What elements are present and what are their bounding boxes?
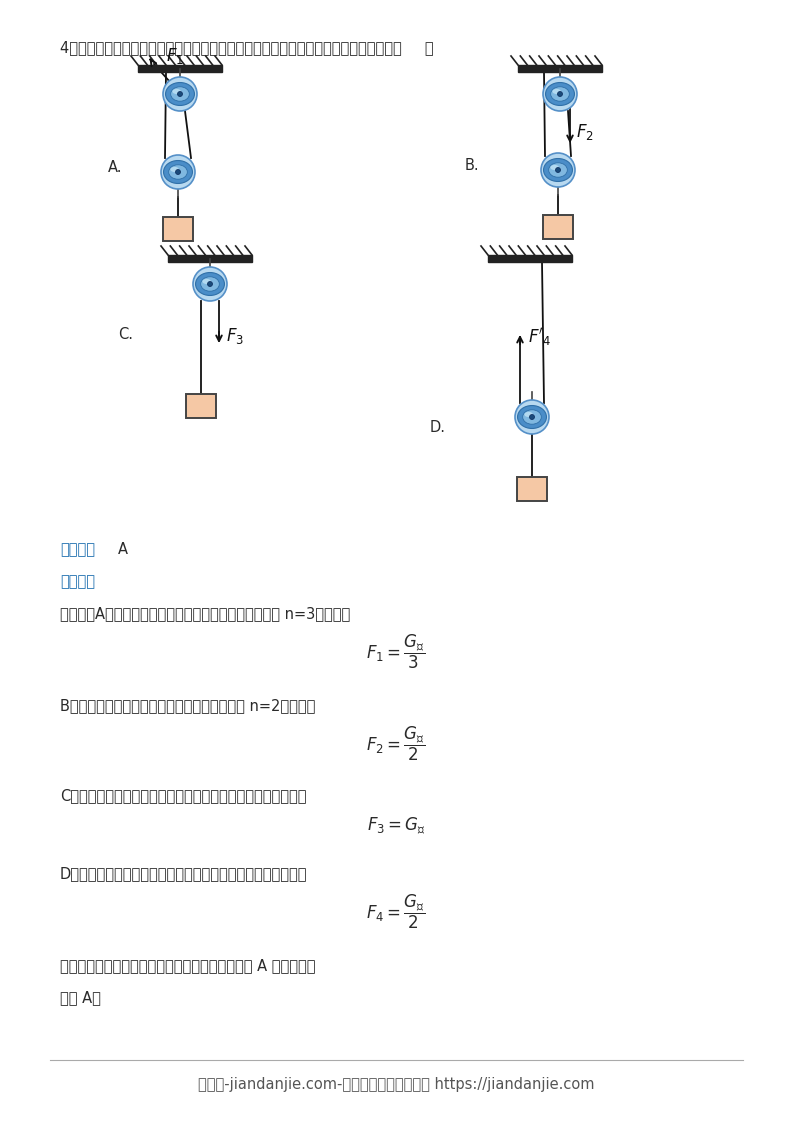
Bar	[186, 394, 216, 419]
Bar	[518, 65, 602, 72]
Ellipse shape	[518, 405, 546, 429]
Bar	[163, 217, 193, 241]
Ellipse shape	[196, 273, 224, 295]
Circle shape	[163, 77, 197, 111]
Ellipse shape	[550, 165, 559, 171]
Text: 综上，四种装置匀速提升同一重物，则最省力的是 A 中的装置。: 综上，四种装置匀速提升同一重物，则最省力的是 A 中的装置。	[60, 958, 316, 973]
Text: $F_2$: $F_2$	[576, 122, 594, 142]
Ellipse shape	[202, 279, 211, 284]
Ellipse shape	[170, 167, 179, 172]
Text: B．不计滑轮重、绳重和摩擦，承重绳子的段数 n=2，则拉力: B．不计滑轮重、绳重和摩擦，承重绳子的段数 n=2，则拉力	[60, 698, 316, 712]
Text: $F_3=G_{物}$: $F_3=G_{物}$	[366, 816, 425, 836]
Text: $F_3$: $F_3$	[226, 327, 244, 346]
Text: 【解析】: 【解析】	[60, 574, 95, 589]
Circle shape	[515, 401, 549, 434]
Text: C．定滑轮相当于等臂杠杆，不计滑轮重、绳重和摩擦，则拉力: C．定滑轮相当于等臂杠杆，不计滑轮重、绳重和摩擦，则拉力	[60, 788, 307, 803]
Bar	[168, 255, 252, 263]
Ellipse shape	[543, 158, 573, 182]
Text: 【详解】A．不计滑轮重、绳重和摩擦，承重绳子的段数 n=3，则拉力: 【详解】A．不计滑轮重、绳重和摩擦，承重绳子的段数 n=3，则拉力	[60, 606, 351, 620]
Text: $F_1=\dfrac{G_{物}}{3}$: $F_1=\dfrac{G_{物}}{3}$	[366, 633, 426, 671]
Ellipse shape	[553, 89, 561, 94]
Text: D.: D.	[430, 420, 446, 434]
Text: C.: C.	[118, 327, 133, 341]
Bar	[488, 255, 572, 263]
Ellipse shape	[163, 160, 193, 184]
Circle shape	[175, 169, 181, 175]
Circle shape	[557, 92, 562, 96]
Circle shape	[161, 155, 195, 188]
Text: $F_4=\dfrac{G_{物}}{2}$: $F_4=\dfrac{G_{物}}{2}$	[366, 892, 426, 931]
Circle shape	[208, 282, 213, 286]
Ellipse shape	[524, 412, 533, 417]
Text: D．动滑轮相当于省力杠杆，不计滑轮重、绳重和摩擦，则拉力: D．动滑轮相当于省力杠杆，不计滑轮重、绳重和摩擦，则拉力	[60, 866, 308, 881]
Ellipse shape	[549, 163, 567, 177]
Circle shape	[543, 77, 577, 111]
Text: 4．分别使用图中四种装置匀速提升同一重物，不计滑轮重、绳重和摩擦，最省力的是（     ）: 4．分别使用图中四种装置匀速提升同一重物，不计滑轮重、绳重和摩擦，最省力的是（ …	[60, 40, 434, 55]
Ellipse shape	[170, 86, 190, 101]
Bar	[543, 215, 573, 239]
Circle shape	[193, 267, 227, 301]
Text: $F_2=\dfrac{G_{物}}{2}$: $F_2=\dfrac{G_{物}}{2}$	[366, 725, 426, 763]
Bar	[138, 65, 222, 72]
Text: A.: A.	[108, 159, 122, 175]
Text: $F'_4$: $F'_4$	[528, 327, 551, 348]
Ellipse shape	[523, 410, 542, 424]
Ellipse shape	[166, 83, 194, 105]
Text: 【答案】: 【答案】	[60, 542, 95, 557]
Ellipse shape	[550, 86, 569, 101]
Text: 简单街-jiandanjie.com-学科网简单学习一条街 https://jiandanjie.com: 简单街-jiandanjie.com-学科网简单学习一条街 https://ji…	[197, 1076, 594, 1092]
Circle shape	[530, 414, 534, 420]
Circle shape	[178, 92, 182, 96]
Ellipse shape	[546, 83, 574, 105]
Text: $F_1$: $F_1$	[166, 46, 184, 66]
Ellipse shape	[201, 277, 220, 292]
Ellipse shape	[169, 165, 187, 180]
Text: B.: B.	[465, 157, 480, 173]
Circle shape	[556, 167, 561, 173]
Bar	[517, 477, 547, 502]
Text: A: A	[118, 542, 128, 557]
Text: 故选 A。: 故选 A。	[60, 990, 101, 1005]
Circle shape	[541, 153, 575, 187]
Ellipse shape	[172, 89, 181, 94]
